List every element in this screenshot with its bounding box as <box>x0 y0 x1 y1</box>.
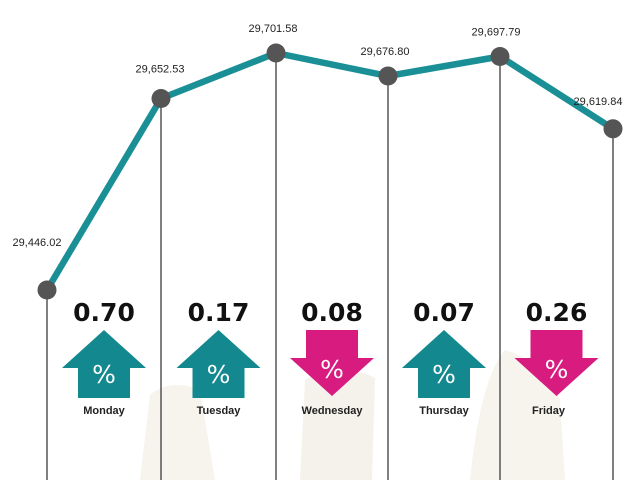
change-wednesday: 0.08% Wednesday <box>290 298 374 417</box>
percent-symbol: % <box>545 355 569 384</box>
change-friday: 0.26% Friday <box>514 298 599 417</box>
data-labels: 29,446.02 29,652.53 29,701.58 29,676.80 29,6… <box>13 23 623 249</box>
series-line <box>43 49 617 294</box>
data-label: 29,701.58 <box>249 23 298 35</box>
change-monday: 0.70% Monday <box>62 298 146 417</box>
down-arrow-icon <box>514 330 599 396</box>
change-thursday: 0.07% Thursday <box>402 298 486 417</box>
data-label: 29,652.53 <box>136 63 185 75</box>
index-line <box>43 49 617 294</box>
change-tuesday: 0.17% Tuesday <box>176 298 261 417</box>
up-arrow-icon <box>176 330 261 398</box>
percent-symbol: % <box>92 360 116 389</box>
data-point <box>151 88 171 108</box>
background-silhouette <box>140 350 565 480</box>
day-label: Monday <box>83 405 125 417</box>
percent-change-value: 0.08 <box>301 298 363 327</box>
data-point <box>266 43 286 63</box>
percent-symbol: % <box>207 360 231 389</box>
percent-change-value: 0.26 <box>526 298 588 327</box>
up-arrow-icon <box>62 330 146 398</box>
data-label: 29,446.02 <box>13 237 62 249</box>
data-label: 29,697.79 <box>472 27 521 39</box>
percent-symbol: % <box>320 355 344 384</box>
day-dividers <box>46 53 614 480</box>
data-point <box>37 280 57 300</box>
background-shape <box>300 369 375 480</box>
daily-change-panel: 0.70%Monday0.17%Tuesday0.08%Wednesday0.0… <box>62 298 599 417</box>
day-label: Thursday <box>419 405 469 417</box>
percent-symbol: % <box>432 360 456 389</box>
percent-change-value: 0.17 <box>188 298 250 327</box>
data-label: 29,619.84 <box>574 96 623 108</box>
day-label: Tuesday <box>197 405 242 417</box>
down-arrow-icon <box>290 330 374 396</box>
data-label: 29,676.80 <box>361 46 410 58</box>
day-label: Friday <box>532 405 566 417</box>
data-point <box>378 66 398 86</box>
data-point <box>490 47 510 67</box>
day-label: Wednesday <box>302 405 364 417</box>
up-arrow-icon <box>402 330 486 398</box>
data-points <box>37 43 623 300</box>
percent-change-value: 0.70 <box>73 298 135 327</box>
percent-change-value: 0.07 <box>413 298 475 327</box>
data-point <box>603 119 623 139</box>
background-shape <box>140 385 215 480</box>
background-shape <box>470 350 565 480</box>
